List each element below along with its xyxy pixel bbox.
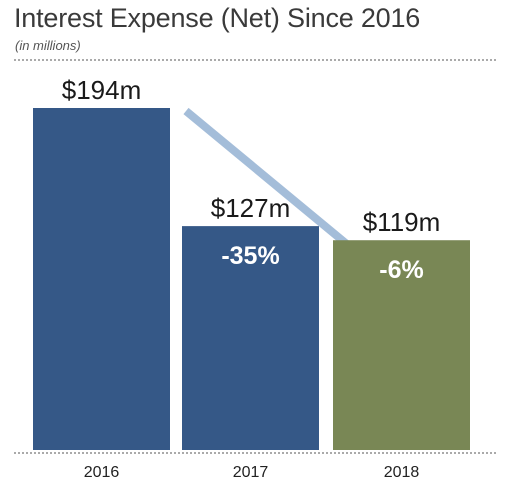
change-label-2018: -6% (379, 256, 423, 284)
tick-label-2016: 2016 (84, 464, 120, 481)
value-label-2018: $119m (363, 207, 441, 237)
bar-2016 (33, 108, 170, 450)
chart-title: Interest Expense (Net) Since 2016 (14, 3, 421, 33)
bar-2018 (333, 240, 470, 450)
value-label-2017: $127m (211, 193, 291, 223)
tick-label-2018: 2018 (384, 464, 420, 481)
change-label-2017: -35% (221, 242, 279, 270)
chart-subtitle: (in millions) (15, 38, 81, 53)
value-label-2016: $194m (62, 75, 142, 105)
tick-label-2017: 2017 (233, 464, 269, 481)
bar-2017 (182, 226, 319, 450)
